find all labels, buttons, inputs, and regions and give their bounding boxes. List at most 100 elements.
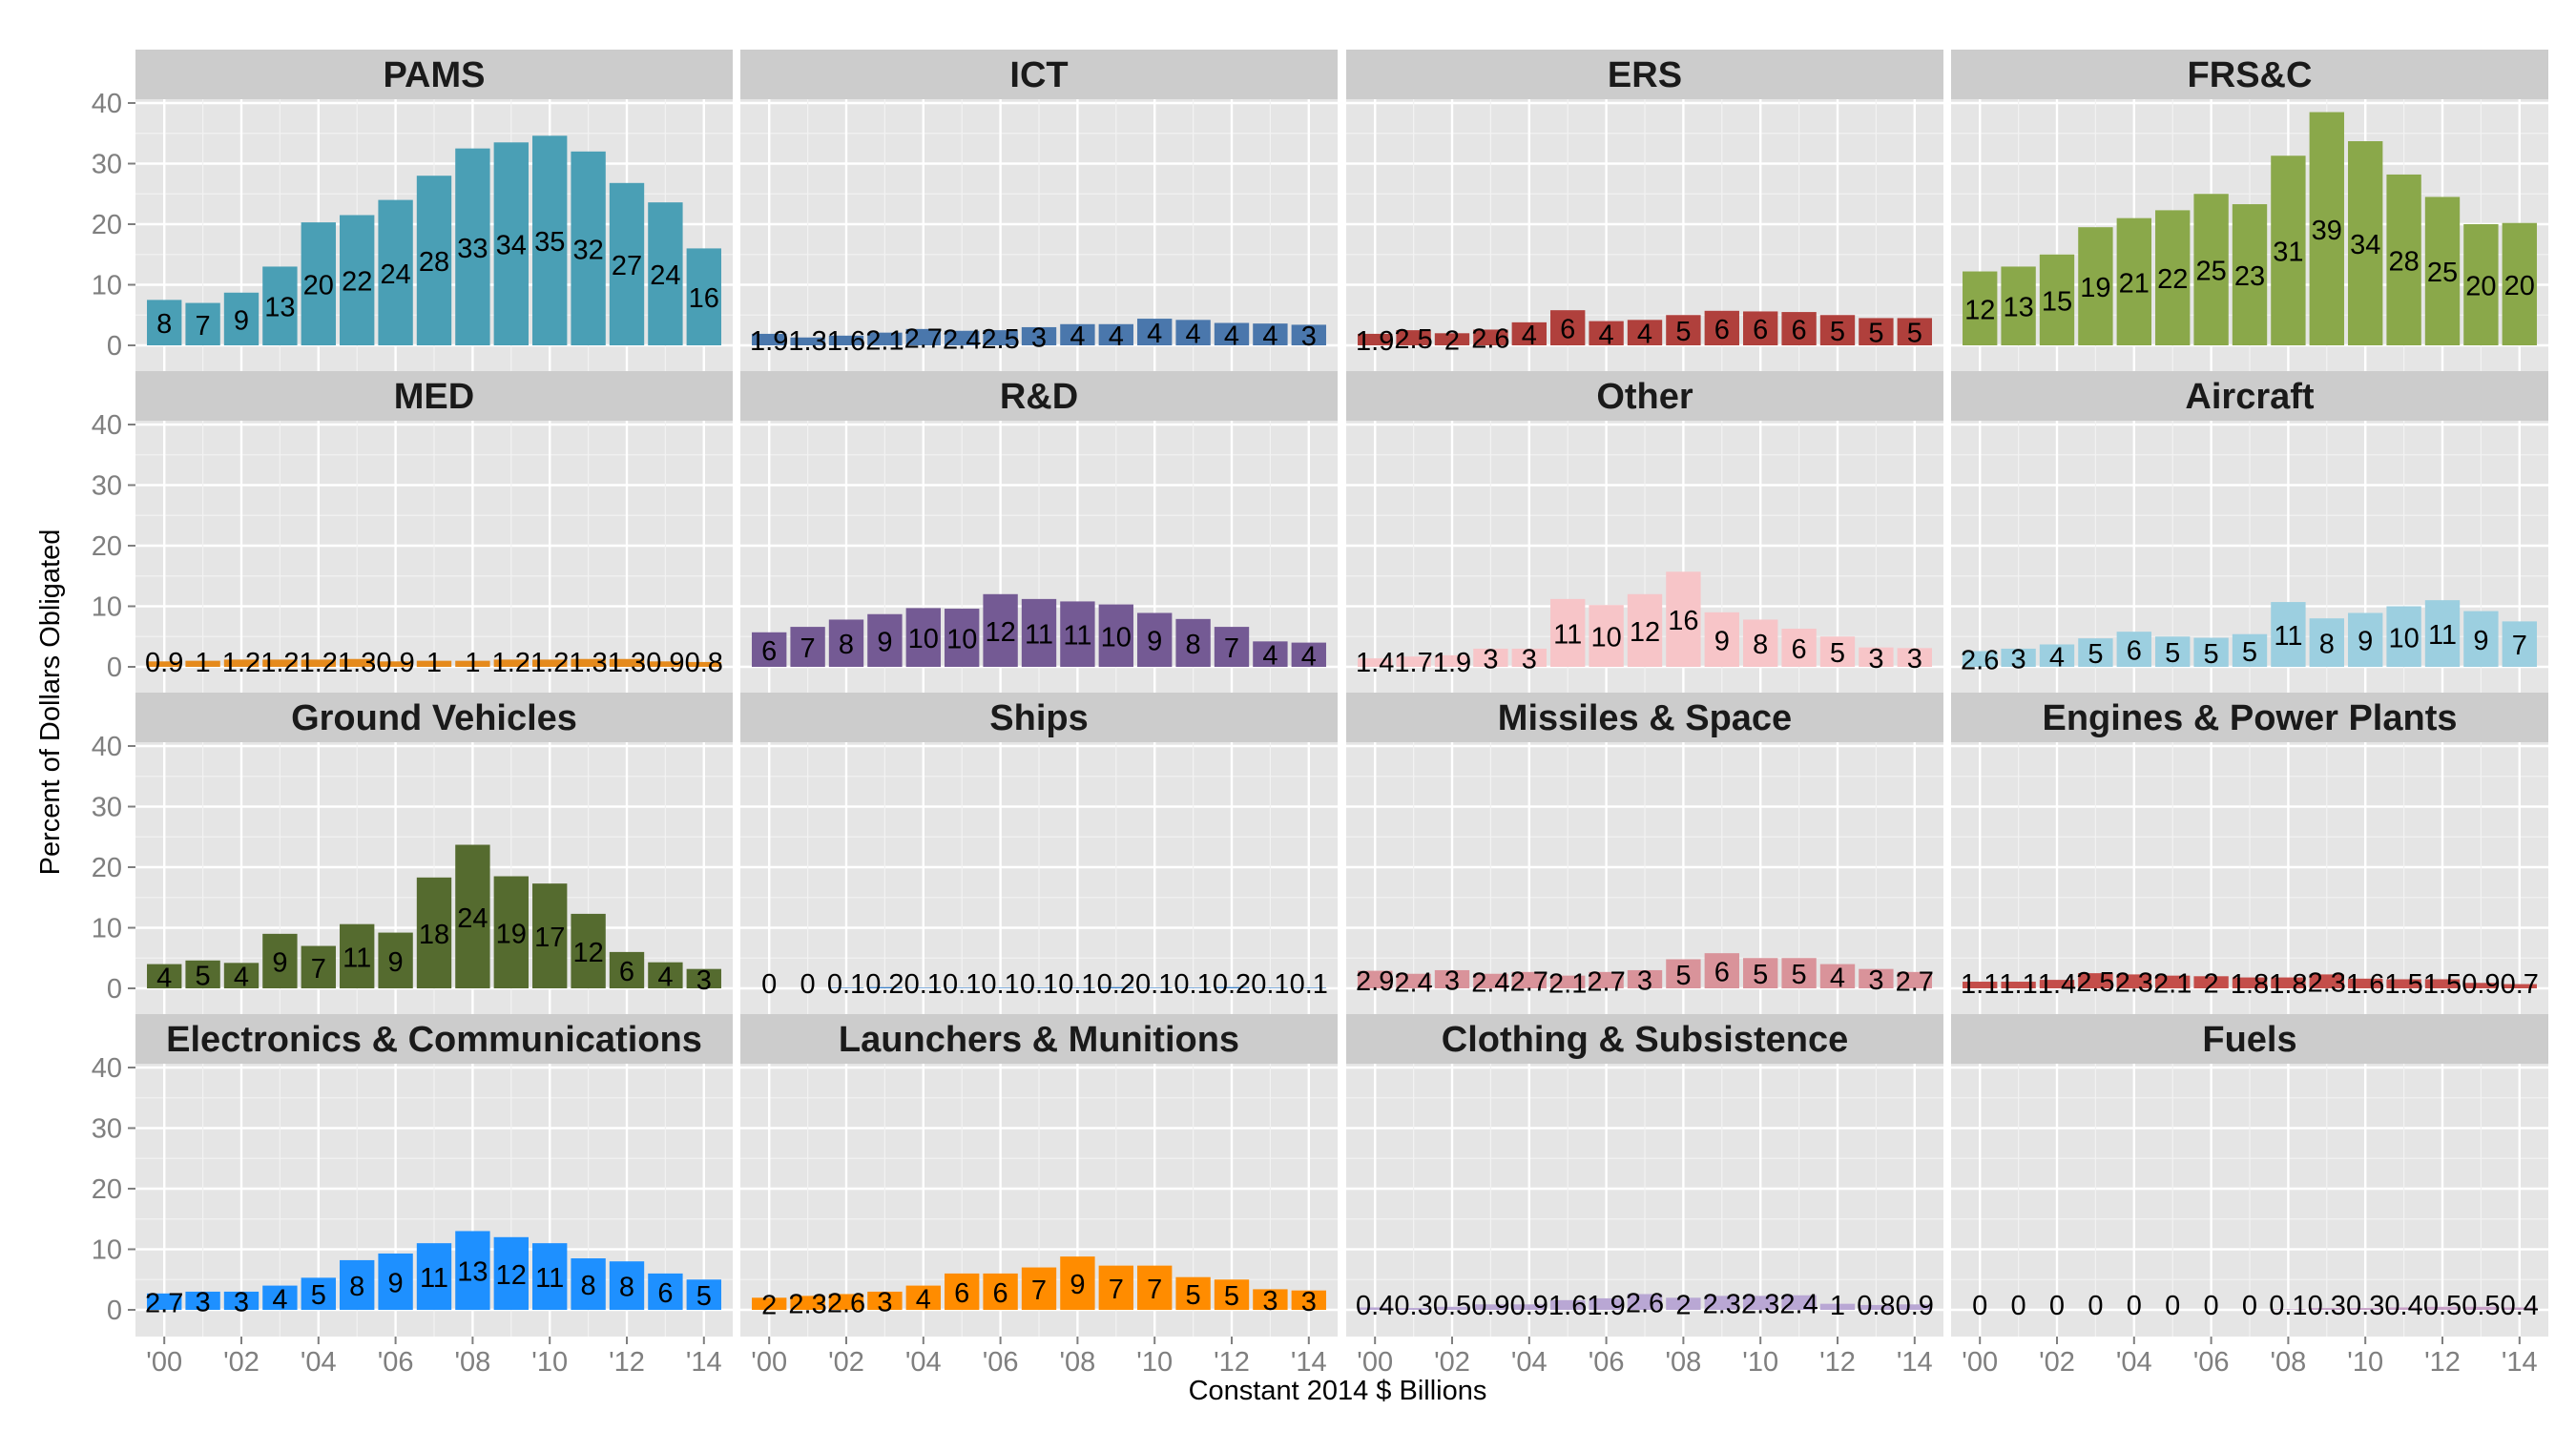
bar bbox=[2271, 156, 2306, 345]
data-label: 2.7 bbox=[145, 1288, 183, 1318]
data-label: 0.7 bbox=[2501, 969, 2539, 1000]
bar bbox=[1473, 1304, 1508, 1310]
data-label: 2.4 bbox=[1779, 1289, 1818, 1319]
data-label: 4 bbox=[1599, 320, 1614, 350]
x-tick-label: '08 bbox=[1060, 1347, 1096, 1378]
data-label: 0.4 bbox=[2501, 1291, 2539, 1321]
bar bbox=[455, 844, 490, 988]
bar bbox=[648, 1273, 683, 1310]
bar bbox=[1434, 654, 1470, 667]
data-label: 5 bbox=[1830, 317, 1845, 347]
bar bbox=[905, 328, 941, 345]
bar bbox=[1175, 618, 1211, 667]
data-label: 0 bbox=[2049, 1291, 2065, 1321]
bar bbox=[301, 945, 336, 988]
bar bbox=[828, 335, 864, 345]
strip-background bbox=[1346, 371, 1943, 421]
bar bbox=[1743, 1296, 1778, 1310]
strip-background bbox=[135, 1014, 733, 1064]
bar bbox=[790, 1296, 825, 1310]
data-label: 0.1 bbox=[827, 969, 865, 1000]
bar bbox=[532, 883, 568, 988]
bar bbox=[1666, 959, 1701, 988]
data-label: 2.4 bbox=[1394, 967, 1432, 998]
bar bbox=[1781, 1295, 1817, 1310]
x-tick-label: '10 bbox=[1742, 1347, 1778, 1378]
bar bbox=[1781, 628, 1817, 667]
data-label: 8 bbox=[2319, 630, 2335, 660]
data-label: 1.9 bbox=[1356, 326, 1394, 357]
data-label: 3 bbox=[1301, 1287, 1317, 1317]
bar bbox=[1137, 987, 1173, 988]
data-label: 10 bbox=[908, 624, 939, 654]
bar bbox=[1743, 311, 1778, 345]
x-tick-label: '06 bbox=[983, 1347, 1019, 1378]
bar bbox=[2463, 611, 2499, 667]
data-label: 1.8 bbox=[2231, 969, 2269, 1000]
data-label: 28 bbox=[419, 247, 449, 278]
bar bbox=[945, 1273, 980, 1310]
data-label: 0 bbox=[2011, 1291, 2026, 1321]
bar bbox=[1963, 651, 1998, 667]
data-label: 2.7 bbox=[1587, 966, 1625, 997]
bar bbox=[2386, 1307, 2421, 1310]
data-label: 12 bbox=[496, 1260, 527, 1291]
panel-title: PAMS bbox=[384, 55, 486, 95]
bar bbox=[455, 1231, 490, 1310]
data-label: 21 bbox=[2119, 268, 2150, 299]
data-label: 3 bbox=[877, 1287, 892, 1317]
bar bbox=[2193, 637, 2229, 667]
x-tick-label: '14 bbox=[1291, 1347, 1327, 1378]
data-label: 3 bbox=[1031, 322, 1047, 353]
data-label: 3 bbox=[1522, 644, 1537, 674]
data-label: 6 bbox=[954, 1278, 969, 1309]
strip-background bbox=[135, 50, 733, 99]
bar bbox=[1550, 310, 1586, 345]
x-tick-label: '14 bbox=[686, 1347, 722, 1378]
panel-title: Aircraft bbox=[2185, 377, 2314, 417]
data-label: 0 bbox=[2088, 1291, 2103, 1321]
data-label: 3 bbox=[2011, 644, 2026, 674]
bar bbox=[378, 661, 413, 667]
data-label: 2.6 bbox=[1961, 646, 1999, 676]
bar bbox=[378, 1253, 413, 1310]
bar bbox=[571, 913, 606, 988]
panel-title: ERS bbox=[1608, 55, 1682, 95]
data-label: 1.1 bbox=[1999, 969, 2037, 1000]
bar bbox=[223, 963, 260, 988]
bar bbox=[1098, 1265, 1133, 1310]
bar bbox=[609, 951, 645, 988]
data-label: 2.9 bbox=[1356, 966, 1394, 997]
data-label: 0 bbox=[761, 969, 777, 1000]
bar bbox=[752, 1297, 787, 1310]
bar bbox=[1214, 986, 1250, 988]
data-label: 7 bbox=[311, 954, 326, 985]
bar bbox=[147, 1293, 182, 1310]
bar bbox=[1253, 1289, 1288, 1310]
strip-background bbox=[135, 371, 733, 421]
bar bbox=[455, 148, 490, 345]
data-label: 8 bbox=[349, 1272, 364, 1302]
bar bbox=[648, 962, 683, 988]
data-label: 7 bbox=[800, 633, 816, 664]
bar bbox=[1175, 1276, 1211, 1310]
bar bbox=[1511, 648, 1547, 667]
bar bbox=[2001, 266, 2036, 345]
data-label: 1.4 bbox=[1356, 648, 1394, 678]
strip-background bbox=[1951, 693, 2548, 742]
data-label: 13 bbox=[264, 293, 295, 323]
data-label: 25 bbox=[2195, 257, 2226, 287]
data-label: 9 bbox=[877, 627, 892, 657]
data-label: 0 bbox=[2127, 1291, 2142, 1321]
bar bbox=[1819, 964, 1856, 988]
data-label: 5 bbox=[1753, 960, 1768, 990]
data-label: 0 bbox=[1972, 1291, 1987, 1321]
data-label: 0.2 bbox=[1213, 969, 1251, 1000]
x-tick-label: '12 bbox=[1819, 1347, 1856, 1378]
